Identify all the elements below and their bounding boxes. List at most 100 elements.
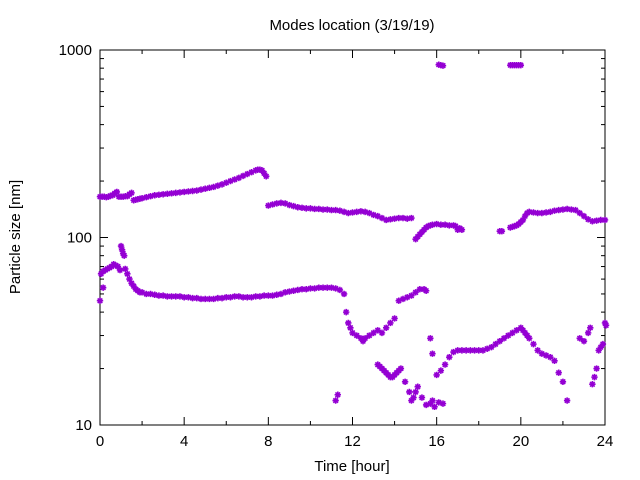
data-point xyxy=(526,208,533,216)
data-point xyxy=(227,294,234,301)
data-point xyxy=(193,187,200,194)
data-point xyxy=(307,205,314,212)
data-point xyxy=(176,293,184,300)
data-point xyxy=(273,291,280,298)
data-point xyxy=(214,182,222,189)
data-point xyxy=(345,319,352,327)
data-point xyxy=(357,335,365,342)
x-tick-label: 16 xyxy=(428,433,445,450)
data-point xyxy=(523,332,531,339)
data-point xyxy=(340,290,348,298)
data-point xyxy=(324,284,331,291)
y-tick-label: 1000 xyxy=(59,42,92,59)
data-point xyxy=(235,174,243,182)
data-point xyxy=(290,287,297,294)
data-point xyxy=(526,335,533,342)
data-point xyxy=(530,209,537,216)
data-point xyxy=(406,388,413,396)
data-point xyxy=(530,340,537,348)
data-point xyxy=(218,181,226,188)
data-point xyxy=(210,183,217,191)
data-point xyxy=(96,297,104,304)
data-point xyxy=(488,343,495,351)
data-point xyxy=(159,191,167,198)
data-point xyxy=(342,308,350,316)
data-point xyxy=(307,285,314,292)
data-point xyxy=(151,291,158,298)
data-point xyxy=(97,270,105,278)
data-point xyxy=(563,205,571,213)
data-point xyxy=(517,324,525,331)
data-point xyxy=(500,335,508,342)
data-point xyxy=(452,222,459,230)
data-point xyxy=(298,285,306,293)
data-point xyxy=(387,319,394,327)
data-point xyxy=(290,202,297,210)
data-point xyxy=(328,206,335,214)
data-point xyxy=(118,246,126,253)
data-point xyxy=(450,348,457,356)
data-point xyxy=(601,216,609,224)
data-point xyxy=(551,357,558,364)
data-point xyxy=(277,290,285,298)
data-point xyxy=(458,347,466,354)
data-point xyxy=(315,205,323,213)
axis-ticks: 0 4 8 12 16 20 24 10 100 1000 xyxy=(59,42,614,450)
data-point xyxy=(189,294,196,302)
data-point xyxy=(334,391,341,398)
data-point xyxy=(185,294,192,301)
data-point xyxy=(239,294,247,301)
data-point xyxy=(311,205,318,213)
data-point xyxy=(128,189,135,197)
x-tick-label: 0 xyxy=(96,433,104,450)
data-point xyxy=(431,403,438,411)
data-point xyxy=(159,292,167,299)
data-point xyxy=(568,206,575,213)
data-point xyxy=(597,216,604,224)
data-point xyxy=(164,293,171,300)
data-point xyxy=(513,327,520,334)
data-point xyxy=(395,214,402,222)
data-point xyxy=(128,280,135,287)
data-point xyxy=(227,177,234,185)
data-point xyxy=(429,397,436,404)
data-point xyxy=(401,378,409,385)
data-point xyxy=(244,170,251,178)
data-point xyxy=(559,206,567,213)
data-point xyxy=(519,216,527,224)
data-point xyxy=(319,206,327,213)
data-point xyxy=(210,295,217,303)
data-point xyxy=(130,282,137,290)
y-tick-label: 10 xyxy=(75,417,92,434)
data-point xyxy=(408,397,415,404)
data-point xyxy=(99,284,107,291)
data-point xyxy=(120,252,128,259)
data-point xyxy=(555,369,562,376)
data-point xyxy=(591,373,598,381)
data-point xyxy=(353,208,360,216)
data-point xyxy=(391,315,398,322)
data-point xyxy=(147,193,154,200)
data-point xyxy=(258,167,266,174)
data-point xyxy=(492,340,499,348)
data-point xyxy=(294,204,301,211)
data-point xyxy=(542,352,550,359)
data-point xyxy=(366,209,373,217)
data-point xyxy=(498,228,506,235)
data-point xyxy=(239,172,247,180)
data-point xyxy=(273,200,280,207)
data-point xyxy=(223,294,230,301)
data-point xyxy=(422,401,430,409)
data-points xyxy=(96,61,610,411)
data-point xyxy=(155,191,163,198)
x-axis-label: Time [hour] xyxy=(314,458,389,475)
data-point xyxy=(399,295,407,303)
y-tick-label: 100 xyxy=(67,230,92,247)
data-point xyxy=(248,168,255,176)
data-point xyxy=(422,287,430,294)
data-point xyxy=(357,208,365,215)
data-point xyxy=(576,335,583,342)
data-point xyxy=(397,365,405,372)
data-point xyxy=(483,345,491,352)
data-point xyxy=(408,214,415,222)
